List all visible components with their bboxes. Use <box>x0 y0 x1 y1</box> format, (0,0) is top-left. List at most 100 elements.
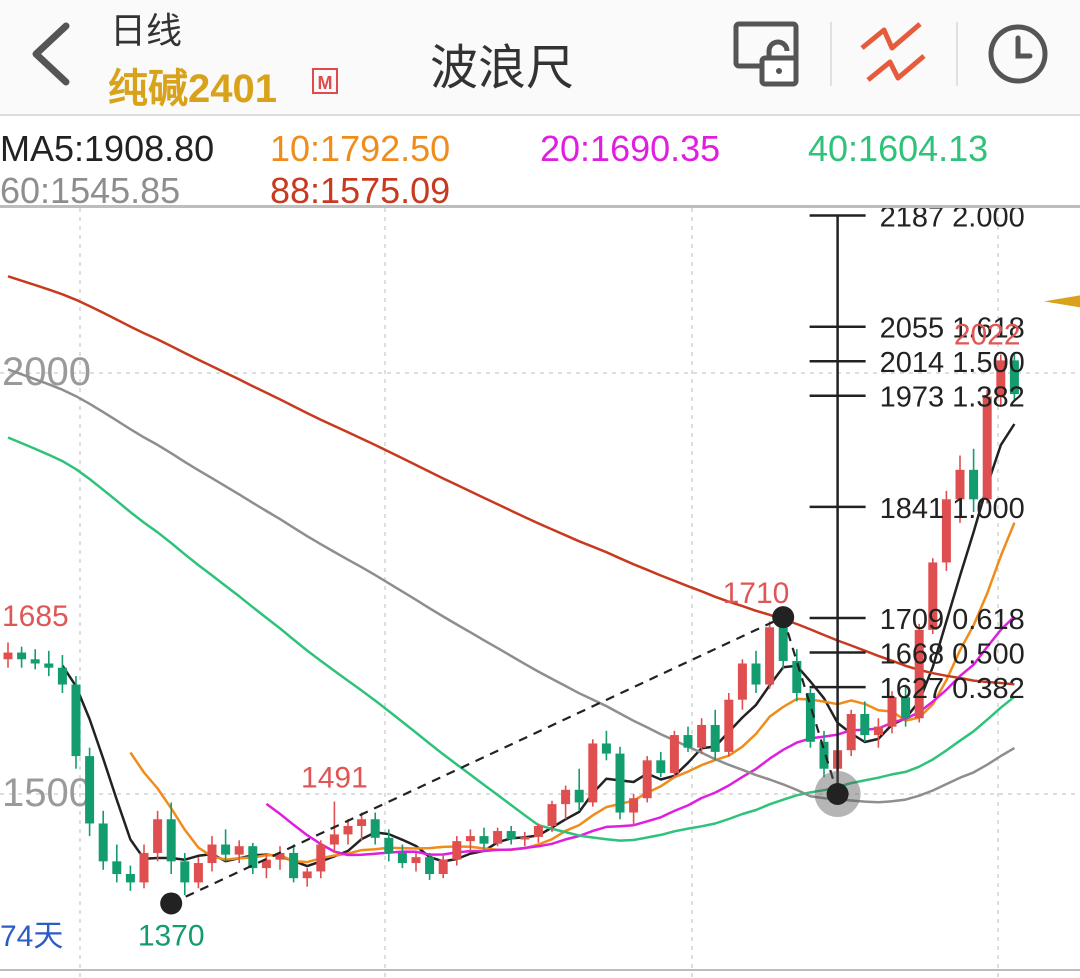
page-title: 波浪尺 <box>430 42 575 95</box>
candle-body <box>452 841 462 860</box>
price-annotation: 1370 <box>138 919 205 952</box>
candle-body <box>343 825 353 835</box>
candle-body <box>275 852 285 860</box>
ma5-label: MA5:1908.80 <box>0 128 215 169</box>
candle-body <box>941 499 951 563</box>
candle-body <box>629 798 639 813</box>
ma88-line <box>7 275 1015 686</box>
candle-body <box>765 627 775 685</box>
period-label[interactable]: 日线 <box>110 10 183 51</box>
candle-body <box>153 819 163 853</box>
candle-body <box>425 857 435 874</box>
candle-body <box>71 684 81 757</box>
wave-level-label: 1973 1.382 <box>880 382 1025 414</box>
candle-body <box>302 871 312 879</box>
candle-body <box>751 663 761 685</box>
plot-border <box>0 205 1080 208</box>
wave-level-label: 1709 0.618 <box>880 604 1025 636</box>
ma40-label: 40:1604.13 <box>808 128 989 169</box>
candle-body <box>221 844 231 855</box>
time-button[interactable] <box>984 18 1056 90</box>
wave-ruler-button[interactable] <box>858 18 930 90</box>
candle-body <box>248 846 258 869</box>
candle-body <box>397 852 407 864</box>
price-annotation: 2022 <box>954 318 1021 351</box>
candle-body <box>207 844 217 864</box>
wave-level-label: 1668 0.500 <box>880 639 1025 671</box>
candle-body <box>85 756 95 824</box>
market-badge: M <box>312 68 338 94</box>
candle-body <box>112 861 122 874</box>
price-annotation: 1491 <box>301 762 368 795</box>
candle-body <box>57 667 67 685</box>
candle-body <box>520 836 530 840</box>
candle-body <box>166 819 176 862</box>
candle-body <box>289 852 299 879</box>
candle-body <box>914 629 924 719</box>
candle-body <box>44 663 54 668</box>
ma60-label: 60:1545.85 <box>0 170 181 211</box>
candle-body <box>193 863 203 883</box>
candle-body <box>98 823 108 862</box>
wave-level-label: 1627 0.382 <box>880 673 1025 705</box>
wave-point <box>772 606 795 629</box>
candle-body <box>928 562 938 630</box>
price-annotation: 1685 <box>2 600 69 633</box>
candle-body <box>873 726 883 736</box>
candle-body <box>438 859 448 874</box>
moving-average-lines <box>7 275 1016 868</box>
candle-body <box>710 724 720 752</box>
candle-body <box>261 859 271 869</box>
candle-body <box>533 825 543 837</box>
candle-body <box>615 753 625 813</box>
contract-symbol[interactable]: 纯碱2401 <box>108 67 277 111</box>
candle-body <box>792 660 802 693</box>
candle-body <box>588 743 598 803</box>
ma10-label: 10:1792.50 <box>270 128 451 169</box>
wave-point <box>160 892 183 915</box>
candle-body <box>17 652 27 660</box>
candle-body <box>969 469 979 500</box>
candle-body <box>737 663 747 700</box>
candle-body <box>901 697 911 719</box>
candle-body <box>819 741 829 769</box>
candle-body <box>465 836 475 842</box>
candle-body <box>370 819 380 838</box>
price-annotation: 1710 <box>723 577 790 610</box>
candle-body <box>479 836 489 844</box>
candle-body <box>1009 360 1019 395</box>
candle-body <box>982 396 992 500</box>
header-divider <box>830 22 832 86</box>
back-button[interactable] <box>24 18 84 88</box>
wave-level-label: 2055 1.618 <box>880 313 1025 345</box>
chevron-left-icon <box>32 22 70 86</box>
ma60-line <box>7 368 1016 804</box>
candle-body <box>506 831 516 840</box>
candle-body <box>846 714 856 751</box>
chart-labels: 1685 1491 1710 2022 1370 74天 <box>0 295 1080 953</box>
candle-body <box>778 627 788 661</box>
screen-lock-button[interactable] <box>732 18 804 90</box>
screen-lock-icon <box>733 21 799 87</box>
candle-body <box>697 724 707 748</box>
candle-body <box>955 469 965 500</box>
wave-level-label: 1841 1.000 <box>880 493 1025 525</box>
candle-body <box>669 735 679 773</box>
current-price-marker <box>1044 295 1080 308</box>
ma5-line <box>61 423 1016 868</box>
header-divider <box>956 22 958 86</box>
candle-body <box>642 760 652 799</box>
candle-body <box>180 861 190 883</box>
candle-body <box>139 852 149 883</box>
ma20-label: 20:1690.35 <box>540 128 721 169</box>
candle-body <box>3 652 13 660</box>
wave-level-label: 2014 1.500 <box>880 347 1025 379</box>
candle-body <box>805 692 815 742</box>
wave-point <box>826 783 849 805</box>
candle-body <box>561 789 571 805</box>
candle-body <box>574 789 584 803</box>
candle-body <box>234 846 244 855</box>
